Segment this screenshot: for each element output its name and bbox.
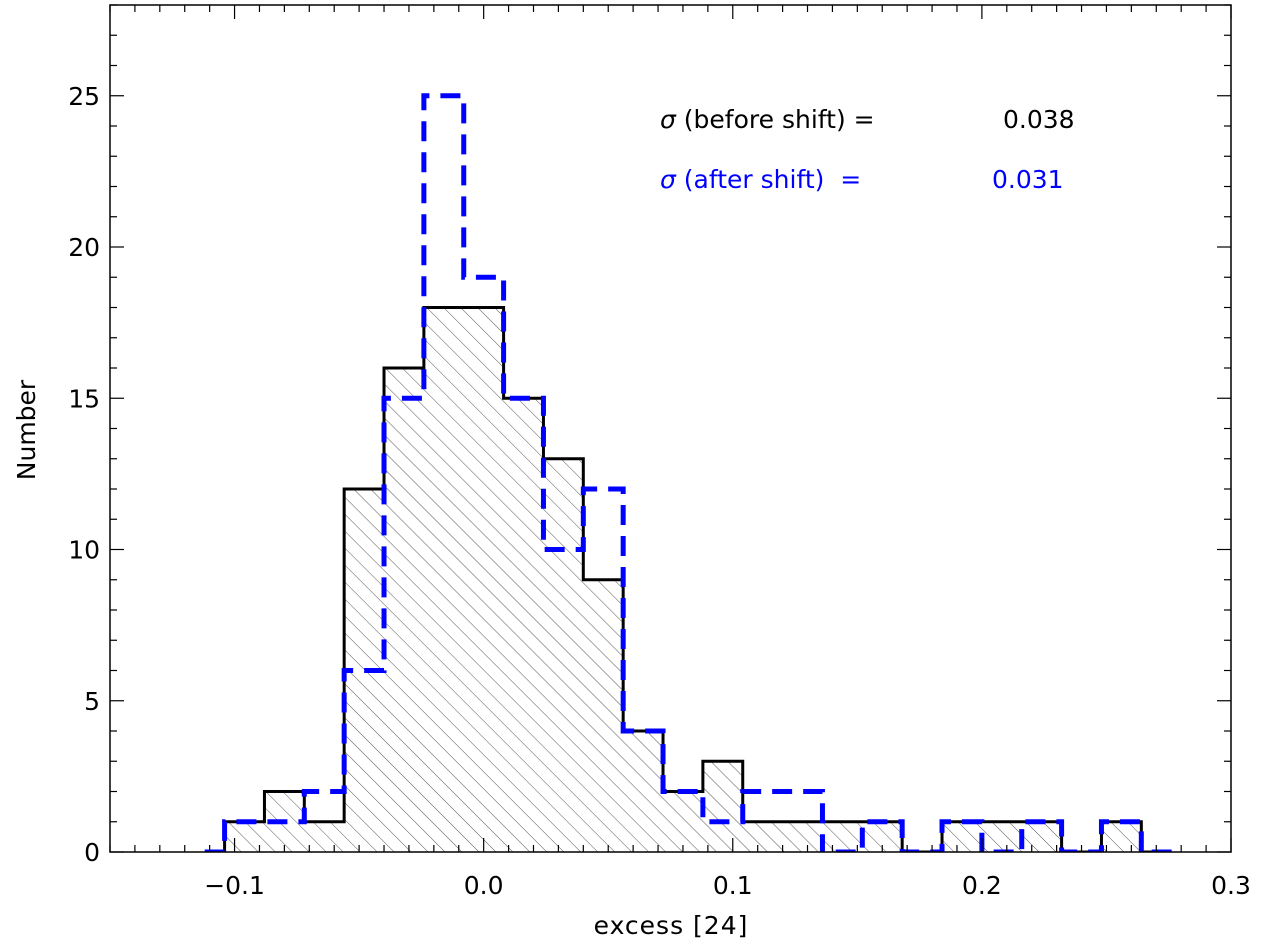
x-tick-label: −0.1	[204, 871, 265, 900]
sigma-before-value: 0.038	[1003, 105, 1075, 134]
plot-frame	[109, 4, 1232, 853]
after-shift-outline	[204, 93, 1182, 852]
before-shift-hatched-area	[224, 307, 1157, 852]
sigma-after-value: 0.031	[992, 165, 1064, 194]
y-tick-label: 5	[84, 687, 100, 716]
x-tick-label: 0.1	[713, 871, 753, 900]
x-axis-label: excess [24]	[594, 911, 749, 940]
sigma-after-symbol: σ	[660, 165, 677, 194]
y-tick-labels: 0 5 10 15 20 25	[68, 82, 100, 867]
sigma-after-label: (after shift) =	[676, 165, 861, 194]
x-tick-label: 0.2	[962, 871, 1002, 900]
y-tick-label: 0	[84, 838, 100, 867]
y-tick-label: 25	[68, 82, 100, 111]
sigma-before-label: (before shift) =	[676, 105, 875, 134]
y-tick-label: 15	[68, 384, 100, 413]
x-tick-labels: −0.1 0.0 0.1 0.2 0.3	[204, 871, 1251, 900]
y-axis-label: Number	[12, 379, 41, 480]
tick-layer	[109, 4, 1232, 853]
series-layer	[204, 93, 1182, 852]
x-tick-label: 0.0	[464, 871, 504, 900]
sigma-before-annotation: σ (before shift) =	[660, 105, 875, 134]
plot-area	[110, 5, 1231, 852]
sigma-after-annotation: σ (after shift) =	[660, 165, 861, 194]
x-tick-label: 0.3	[1211, 871, 1251, 900]
sigma-before-symbol: σ	[660, 105, 677, 134]
y-tick-label: 10	[68, 536, 100, 565]
y-tick-label: 20	[68, 233, 100, 262]
